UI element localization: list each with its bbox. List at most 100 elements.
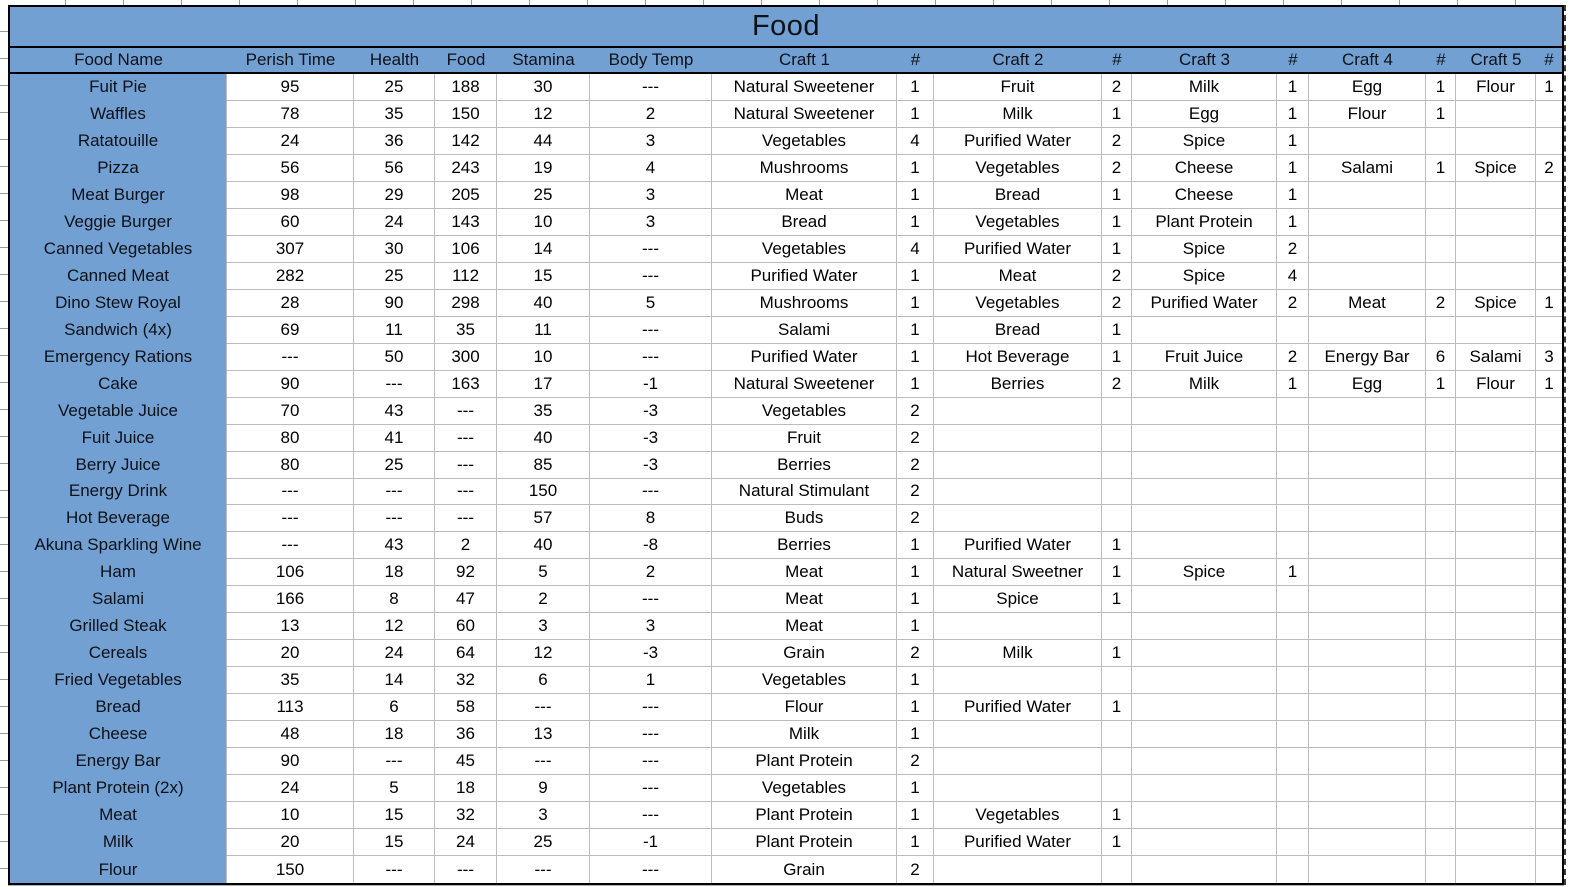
- cell-craft-1: Purified Water: [712, 262, 897, 290]
- cell-health: 8: [354, 586, 435, 614]
- cell-food-name: Meat Burger: [10, 181, 227, 209]
- cell-craft-4-qty: [1426, 775, 1456, 803]
- table-title-bar: Food: [10, 7, 1562, 48]
- cell-craft-1: Vegetables: [712, 235, 897, 263]
- cell-body-temp: 2: [590, 559, 712, 587]
- cell-food-name: Dino Stew Royal: [10, 289, 227, 317]
- cell-craft-4: [1309, 397, 1426, 425]
- cell-craft-5: Spice: [1456, 289, 1536, 317]
- cell-craft-1: Plant Protein: [712, 802, 897, 830]
- cell-stamina: 14: [497, 235, 590, 263]
- cell-craft-2-qty: [1102, 856, 1132, 883]
- cell-stamina: 17: [497, 370, 590, 398]
- cell-craft-3-qty: [1277, 613, 1309, 641]
- col-header-food-name: Food Name: [74, 50, 163, 69]
- table-row: Emergency Rations --- 50 300 10 --- Purified W…: [10, 343, 1562, 371]
- cell-craft-3: [1132, 613, 1277, 641]
- cell-craft-3: Milk: [1132, 74, 1277, 101]
- cell-craft-1: Milk: [712, 721, 897, 749]
- cell-body-temp: 2: [590, 100, 712, 128]
- cell-craft-1-qty: 1: [897, 100, 934, 128]
- cell-craft-3: [1132, 721, 1277, 749]
- cell-craft-3: Spice: [1132, 127, 1277, 155]
- cell-craft-3: Spice: [1132, 559, 1277, 587]
- cell-craft-2-qty: 2: [1102, 127, 1132, 155]
- cell-craft-5: Flour: [1456, 74, 1536, 101]
- cell-craft-2-qty: 1: [1102, 343, 1132, 371]
- cell-craft-5: [1456, 235, 1536, 263]
- col-header-craft-3: Craft 3: [1178, 50, 1231, 69]
- col-header-qty-4: #: [1436, 50, 1446, 69]
- cell-body-temp: -3: [590, 451, 712, 479]
- col-header-craft-2: Craft 2: [992, 50, 1044, 69]
- cell-craft-1: Natural Sweetener: [712, 74, 897, 101]
- table-row: Energy Drink --- --- --- 150 --- Natural Stimu…: [10, 478, 1562, 506]
- cell-stamina: 5: [497, 559, 590, 587]
- table-row: Salami 166 8 47 2 --- Meat 1 Spice 1: [10, 586, 1562, 614]
- cell-food: ---: [435, 856, 497, 883]
- cell-craft-1: Berries: [712, 451, 897, 479]
- cell-health: 30: [354, 235, 435, 263]
- cell-body-temp: ---: [590, 694, 712, 722]
- cell-health: ---: [354, 505, 435, 533]
- table-row: Grilled Steak 13 12 60 3 3 Meat 1: [10, 613, 1562, 641]
- cell-food: 243: [435, 154, 497, 182]
- cell-craft-5-qty: [1536, 262, 1562, 290]
- cell-stamina: 40: [497, 289, 590, 317]
- cell-craft-4-qty: [1426, 424, 1456, 452]
- cell-stamina: 25: [497, 181, 590, 209]
- cell-craft-2: Purified Water: [934, 694, 1102, 722]
- cell-craft-2: Milk: [934, 640, 1102, 668]
- cell-craft-3-qty: 2: [1277, 235, 1309, 263]
- cell-body-temp: ---: [590, 586, 712, 614]
- cell-craft-2: Vegetables: [934, 802, 1102, 830]
- cell-craft-1: Mushrooms: [712, 154, 897, 182]
- cell-craft-5-qty: [1536, 478, 1562, 506]
- cell-craft-1-qty: 2: [897, 856, 934, 883]
- cell-craft-5-qty: 1: [1536, 370, 1562, 398]
- cell-craft-3: [1132, 586, 1277, 614]
- cell-craft-3: [1132, 478, 1277, 506]
- cell-craft-1: Vegetables: [712, 775, 897, 803]
- cell-craft-5: [1456, 748, 1536, 776]
- cell-body-temp: ---: [590, 235, 712, 263]
- cell-craft-5: [1456, 100, 1536, 128]
- cell-stamina: 30: [497, 74, 590, 101]
- cell-craft-3-qty: [1277, 451, 1309, 479]
- cell-craft-1-qty: 1: [897, 775, 934, 803]
- cell-health: 24: [354, 640, 435, 668]
- cell-craft-2-qty: 1: [1102, 208, 1132, 236]
- cell-food-name: Grilled Steak: [10, 613, 227, 641]
- table-row: Sandwich (4x) 69 11 35 11 --- Salami 1 Bread 1: [10, 316, 1562, 344]
- cell-perish-time: 95: [227, 74, 354, 101]
- cell-craft-1-qty: 1: [897, 181, 934, 209]
- cell-craft-3-qty: 4: [1277, 262, 1309, 290]
- cell-body-temp: ---: [590, 748, 712, 776]
- cell-food-name: Cake: [10, 370, 227, 398]
- cell-food-name: Veggie Burger: [10, 208, 227, 236]
- cell-stamina: 25: [497, 829, 590, 857]
- cell-craft-2: [934, 667, 1102, 695]
- cell-craft-3-qty: 2: [1277, 343, 1309, 371]
- cell-craft-4: [1309, 262, 1426, 290]
- cell-perish-time: 90: [227, 748, 354, 776]
- cell-body-temp: 1: [590, 667, 712, 695]
- cell-food: 24: [435, 829, 497, 857]
- cell-craft-2: Vegetables: [934, 208, 1102, 236]
- cell-craft-5-qty: [1536, 208, 1562, 236]
- cell-health: 36: [354, 127, 435, 155]
- table-row: Veggie Burger 60 24 143 10 3 Bread 1 Vegetables 1…: [10, 208, 1562, 236]
- cell-craft-4: [1309, 829, 1426, 857]
- cell-stamina: 40: [497, 532, 590, 560]
- cell-craft-5-qty: [1536, 424, 1562, 452]
- cell-food: 32: [435, 667, 497, 695]
- cell-stamina: 85: [497, 451, 590, 479]
- cell-food-name: Flour: [10, 856, 227, 883]
- cell-craft-5-qty: [1536, 532, 1562, 560]
- cell-craft-4-qty: [1426, 829, 1456, 857]
- cell-craft-1: Salami: [712, 316, 897, 344]
- cell-craft-5-qty: [1536, 856, 1562, 883]
- cell-body-temp: ---: [590, 343, 712, 371]
- cell-craft-3: [1132, 694, 1277, 722]
- cell-craft-1: Mushrooms: [712, 289, 897, 317]
